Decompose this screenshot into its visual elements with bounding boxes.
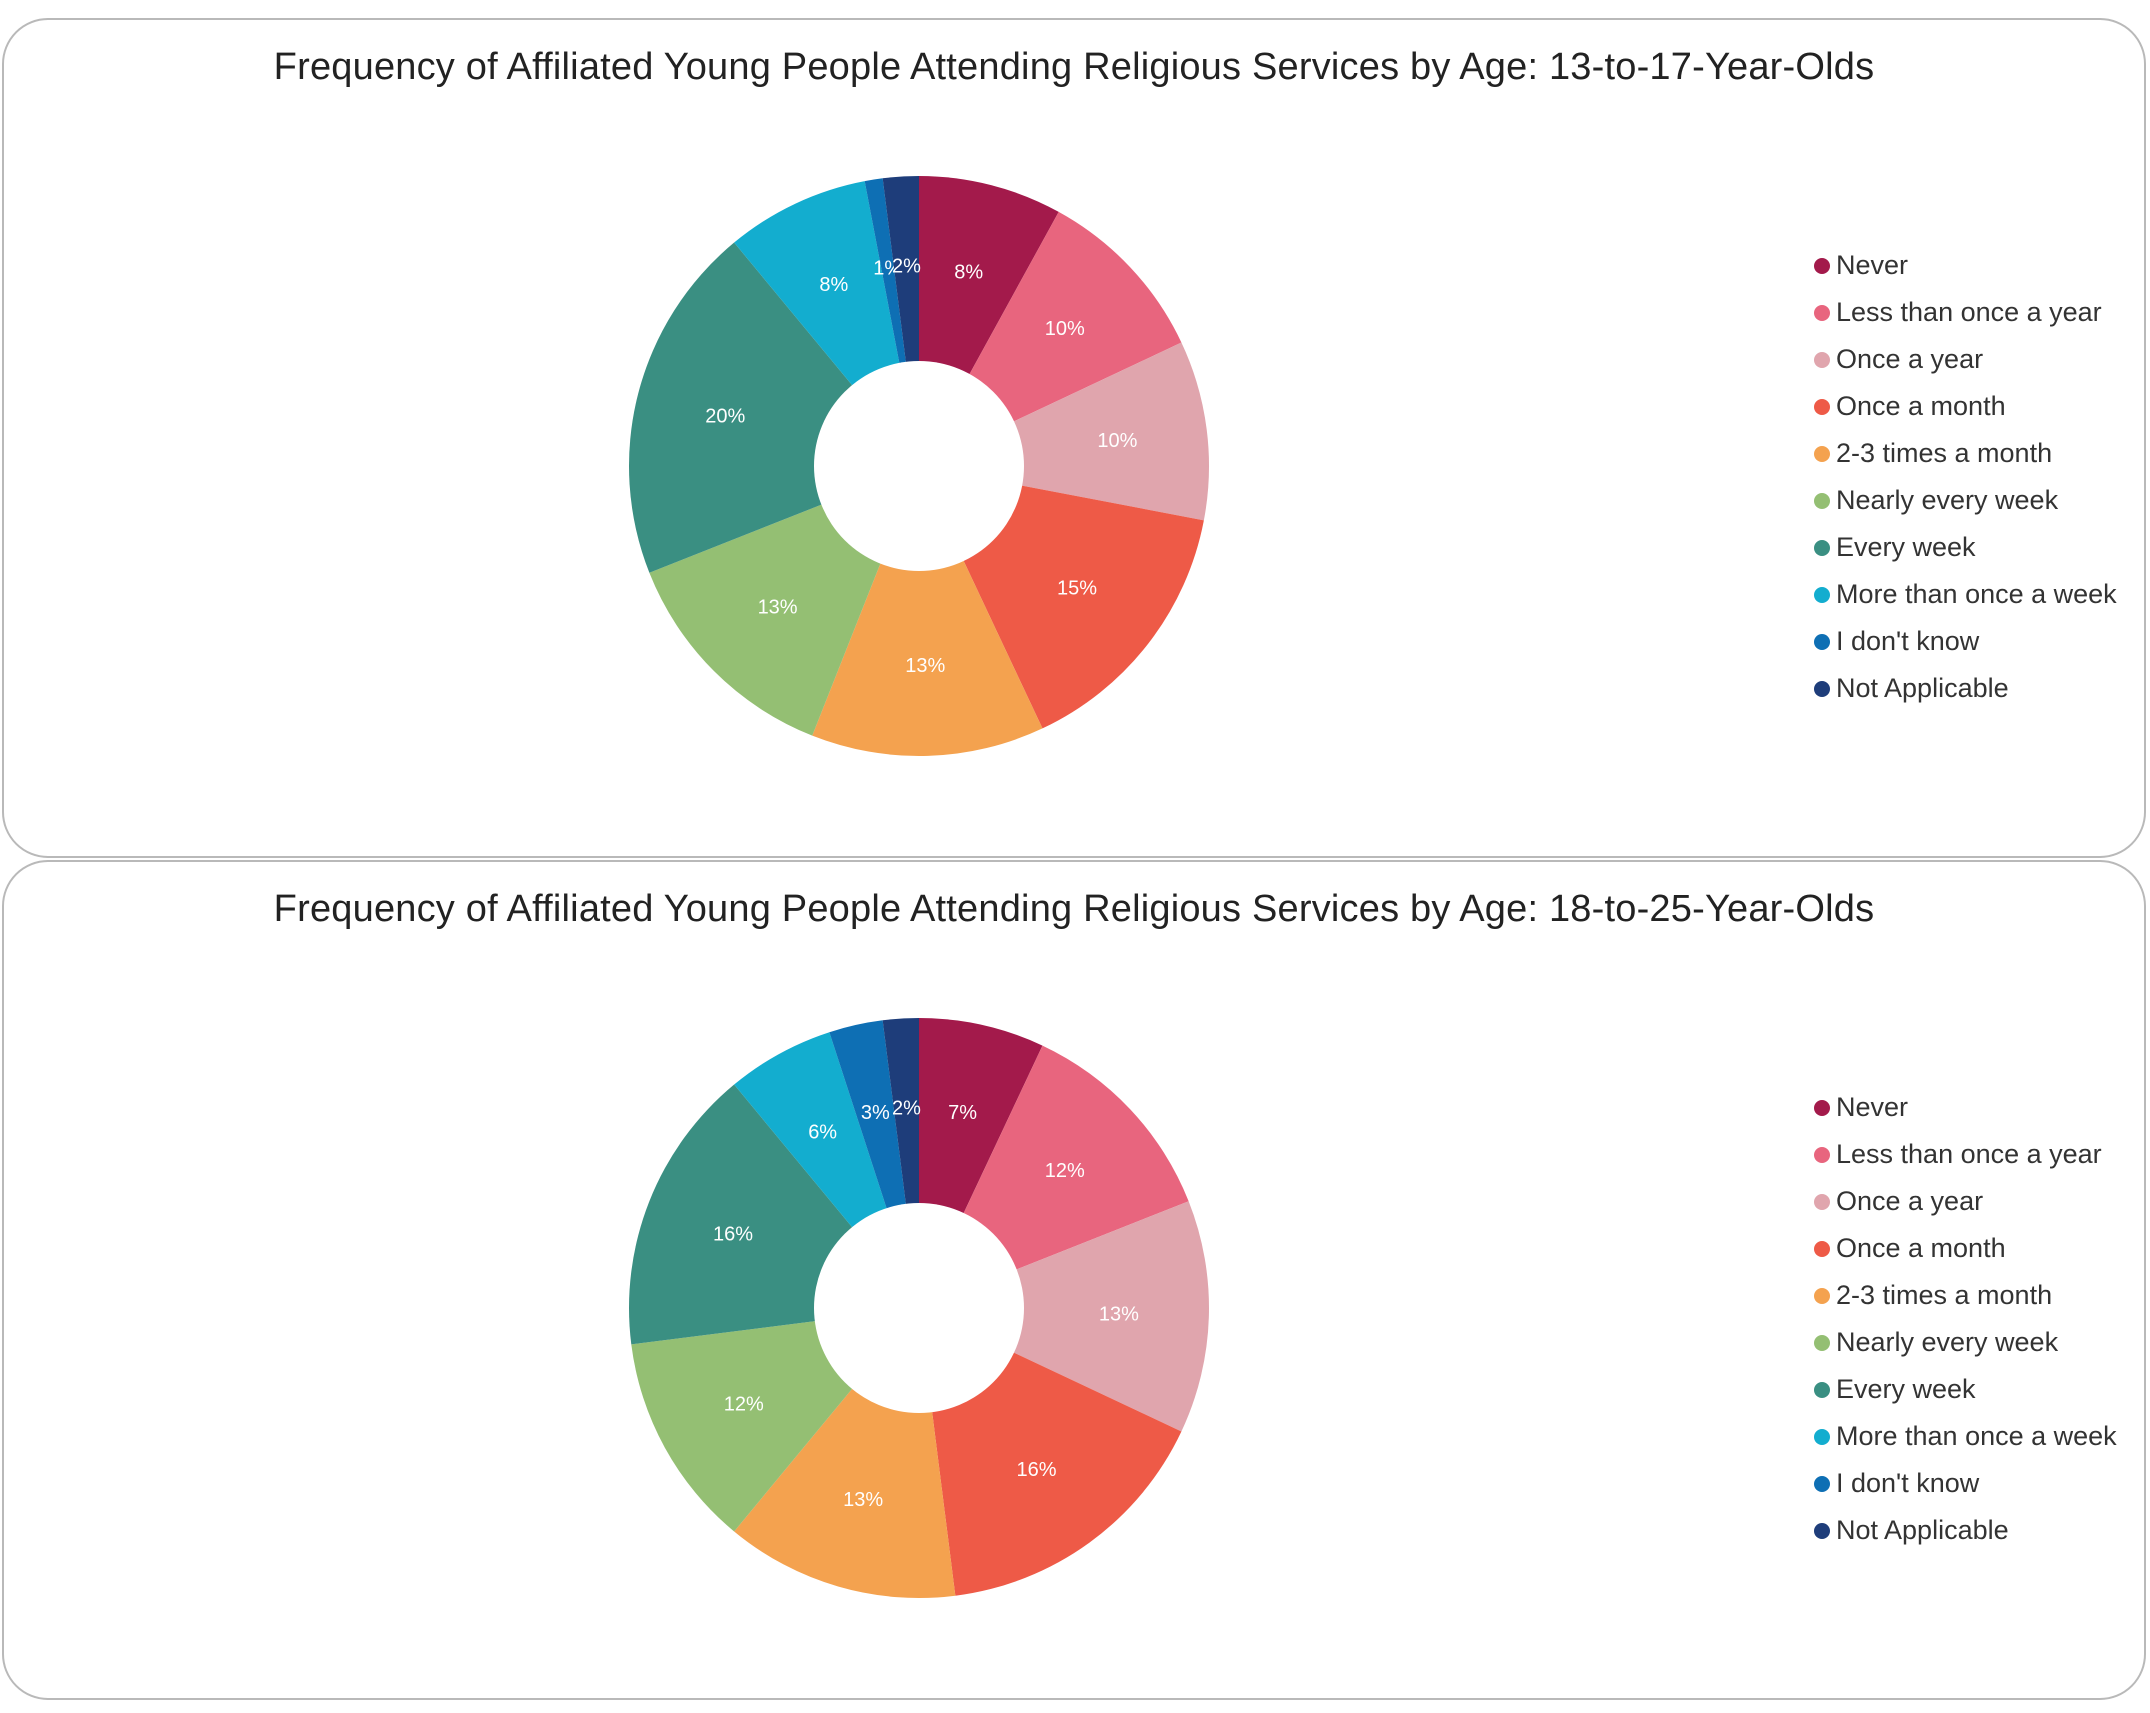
legend-label: Once a month	[1836, 391, 2006, 421]
legend-item-i-don-t-know: I don't know	[1814, 1460, 2117, 1507]
chart-panel-2: Frequency of Affiliated Young People Att…	[2, 860, 2146, 1700]
legend-swatch	[1814, 1428, 1830, 1445]
legend-swatch	[1814, 633, 1830, 650]
legend-item-i-don-t-know: I don't know	[1814, 618, 2117, 665]
legend-swatch	[1814, 1240, 1830, 1257]
data-label-less-than-once-a-year: 10%	[1045, 318, 1085, 340]
data-label-not-applicable: 2%	[892, 1097, 921, 1119]
legend-swatch	[1814, 1475, 1830, 1492]
legend-item-less-than-once-a-year: Less than once a year	[1814, 289, 2117, 336]
legend-label: Not Applicable	[1836, 1515, 2009, 1545]
legend-swatch	[1814, 1334, 1830, 1351]
legend-item-once-a-year: Once a year	[1814, 1178, 2117, 1225]
legend-swatch	[1814, 1381, 1830, 1398]
legend-item-not-applicable: Not Applicable	[1814, 1507, 2117, 1554]
legend-label: I don't know	[1836, 626, 1980, 656]
data-label-once-a-year: 13%	[1099, 1303, 1139, 1325]
legend-swatch	[1814, 586, 1830, 603]
legend-swatch	[1814, 351, 1830, 368]
legend-item-once-a-month: Once a month	[1814, 383, 2117, 430]
legend-label: Not Applicable	[1836, 673, 2009, 703]
legend-swatch	[1814, 539, 1830, 556]
legend-swatch	[1814, 680, 1830, 697]
legend-label: Nearly every week	[1836, 485, 2059, 515]
legend-swatch	[1814, 492, 1830, 509]
data-label-2-3-times-a-month: 13%	[905, 655, 945, 677]
legend-swatch	[1814, 1193, 1830, 1210]
data-label-never: 7%	[948, 1102, 977, 1124]
data-label-i-don-t-know: 3%	[861, 1102, 890, 1124]
chart-panel-1: Frequency of Affiliated Young People Att…	[2, 18, 2146, 858]
legend-item-once-a-month: Once a month	[1814, 1225, 2117, 1272]
legend-item-never: Never	[1814, 242, 2117, 289]
legend-label: Once a year	[1836, 1186, 1984, 1216]
legend-label: Less than once a year	[1836, 297, 2102, 327]
legend-swatch	[1814, 445, 1830, 462]
chart-legend: Never Less than once a year Once a year Onc…	[1814, 1084, 2117, 1554]
legend-swatch	[1814, 304, 1830, 321]
legend-item-not-applicable: Not Applicable	[1814, 665, 2117, 712]
legend-swatch	[1814, 398, 1830, 415]
legend-swatch	[1814, 1287, 1830, 1304]
data-label-nearly-every-week: 12%	[724, 1393, 764, 1415]
chart-title: Frequency of Affiliated Young People Att…	[273, 888, 1875, 930]
legend-item-more-than-once-a-week: More than once a week	[1814, 571, 2117, 618]
legend-item-every-week: Every week	[1814, 524, 2117, 571]
data-label-never: 8%	[954, 261, 983, 283]
donut-hole	[814, 361, 1024, 571]
data-label-once-a-month: 16%	[1017, 1459, 1057, 1481]
legend-label: Never	[1836, 250, 1909, 280]
legend-item-every-week: Every week	[1814, 1366, 2117, 1413]
data-label-once-a-month: 15%	[1057, 578, 1097, 600]
legend-label: More than once a week	[1836, 1421, 2117, 1451]
data-label-2-3-times-a-month: 13%	[843, 1489, 883, 1511]
legend-label: More than once a week	[1836, 579, 2117, 609]
legend-item-2-3-times-a-month: 2-3 times a month	[1814, 430, 2117, 477]
data-label-every-week: 20%	[705, 405, 745, 427]
legend-label: Once a year	[1836, 344, 1984, 374]
data-label-more-than-once-a-week: 6%	[808, 1122, 837, 1144]
legend-item-nearly-every-week: Nearly every week	[1814, 1319, 2117, 1366]
legend-item-never: Never	[1814, 1084, 2117, 1131]
legend-swatch	[1814, 1099, 1830, 1116]
chart-legend: Never Less than once a year Once a year Onc…	[1814, 242, 2117, 712]
legend-item-more-than-once-a-week: More than once a week	[1814, 1413, 2117, 1460]
data-label-once-a-year: 10%	[1097, 430, 1137, 452]
data-label-not-applicable: 2%	[892, 255, 921, 277]
donut-hole	[814, 1203, 1024, 1413]
legend-label: Never	[1836, 1092, 1909, 1122]
legend-swatch	[1814, 1146, 1830, 1163]
legend-label: Every week	[1836, 532, 1976, 562]
data-label-more-than-once-a-week: 8%	[819, 274, 848, 296]
donut-chart: 8%10%10%15%13%13%20%8%1%2%	[628, 176, 1210, 756]
slice-once-a-year	[919, 1201, 1209, 1432]
legend-item-less-than-once-a-year: Less than once a year	[1814, 1131, 2117, 1178]
legend-swatch	[1814, 1522, 1830, 1539]
data-label-nearly-every-week: 13%	[758, 596, 798, 618]
legend-label: Nearly every week	[1836, 1327, 2059, 1357]
legend-label: I don't know	[1836, 1468, 1980, 1498]
chart-title: Frequency of Affiliated Young People Att…	[273, 46, 1875, 88]
data-label-less-than-once-a-year: 12%	[1045, 1160, 1085, 1182]
legend-item-nearly-every-week: Nearly every week	[1814, 477, 2117, 524]
legend-label: Less than once a year	[1836, 1139, 2102, 1169]
legend-item-once-a-year: Once a year	[1814, 336, 2117, 383]
data-label-every-week: 16%	[713, 1223, 753, 1245]
legend-label: 2-3 times a month	[1836, 438, 2053, 468]
legend-label: Once a month	[1836, 1233, 2006, 1263]
slice-2-3-times-a-month	[812, 466, 1043, 756]
legend-item-2-3-times-a-month: 2-3 times a month	[1814, 1272, 2117, 1319]
legend-label: 2-3 times a month	[1836, 1280, 2053, 1310]
legend-label: Every week	[1836, 1374, 1976, 1404]
donut-chart: 7% 12% 13% 16% 13% 12% 16% 6% 3% 2%	[629, 1018, 1209, 1598]
legend-swatch	[1814, 257, 1830, 274]
